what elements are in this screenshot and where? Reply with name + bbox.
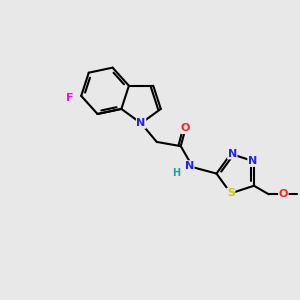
Text: N: N xyxy=(248,156,257,167)
Text: N: N xyxy=(228,149,237,159)
Text: O: O xyxy=(279,189,288,199)
Text: S: S xyxy=(227,188,235,198)
Text: F: F xyxy=(66,93,74,103)
Text: N: N xyxy=(185,161,194,171)
Text: N: N xyxy=(136,118,146,128)
Text: H: H xyxy=(172,168,181,178)
Text: O: O xyxy=(181,124,190,134)
